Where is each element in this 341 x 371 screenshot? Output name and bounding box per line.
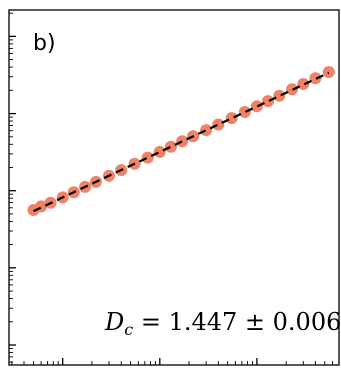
data-point xyxy=(212,118,225,131)
data-point xyxy=(322,66,335,78)
fit-line xyxy=(33,71,330,213)
fractal-dimension-annotation: Dc = 1.447 ± 0.006 xyxy=(104,308,341,339)
data-point xyxy=(225,112,238,125)
x-axis-ticks xyxy=(11,358,340,365)
data-point xyxy=(200,124,213,137)
data-point xyxy=(238,106,251,118)
y-axis-ticks xyxy=(9,12,16,363)
data-point xyxy=(273,89,286,102)
data-point xyxy=(286,83,299,96)
data-point xyxy=(309,72,322,85)
data-point xyxy=(250,100,263,113)
data-point xyxy=(297,78,310,90)
data-point xyxy=(262,95,274,108)
data-markers xyxy=(27,66,335,216)
data-point xyxy=(164,140,177,153)
panel-label: b) xyxy=(33,31,56,56)
plot-frame xyxy=(8,9,340,366)
data-point xyxy=(153,145,166,158)
data-point xyxy=(141,151,154,164)
data-point xyxy=(176,135,189,148)
